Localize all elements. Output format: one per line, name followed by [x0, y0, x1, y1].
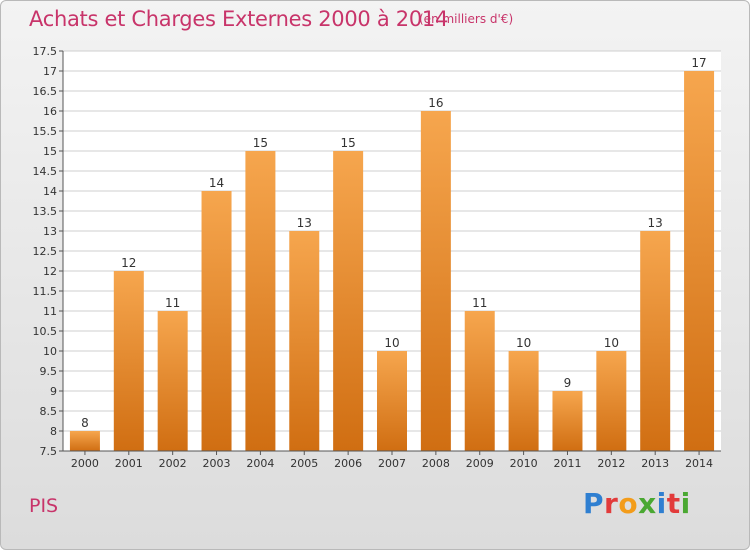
data-label: 10	[604, 336, 619, 350]
brand-letter: i	[656, 487, 667, 520]
data-label: 11	[165, 296, 180, 310]
y-tick-label: 8.5	[40, 405, 58, 418]
y-tick-label: 13.5	[33, 205, 58, 218]
brand-letter: i	[680, 487, 691, 520]
bar-2003	[201, 191, 232, 451]
bar-2000	[69, 431, 100, 451]
y-tick-label: 8	[50, 425, 57, 438]
brand-letter: x	[638, 487, 657, 520]
bar-2008	[420, 111, 451, 451]
y-tick-label: 17.5	[33, 45, 58, 58]
data-label: 12	[121, 256, 136, 270]
bar-2007	[377, 351, 407, 451]
bar-2011	[552, 391, 583, 451]
data-label: 10	[384, 336, 399, 350]
place-name: PIS	[29, 495, 59, 517]
y-tick-label: 11.5	[33, 285, 58, 298]
x-tick-label: 2011	[553, 457, 581, 470]
bar-2005	[289, 231, 320, 451]
y-tick-label: 9.5	[40, 365, 58, 378]
bars: 8 12 11 14 15 13 15 10 16 11 10 9 10 13 17	[69, 56, 715, 451]
data-label: 14	[209, 176, 224, 190]
y-tick-label: 10.5	[33, 325, 58, 338]
data-label: 10	[516, 336, 531, 350]
data-label: 8	[81, 416, 89, 430]
x-tick-label: 2001	[115, 457, 143, 470]
brand-letter: o	[618, 487, 639, 520]
bar-2002	[157, 311, 188, 451]
x-tick-label: 2003	[203, 457, 231, 470]
x-tick-label: 2007	[378, 457, 406, 470]
y-tick-label: 9	[50, 385, 57, 398]
chart-subtitle: (en milliers d'€)	[419, 12, 514, 26]
bar-2009	[464, 311, 495, 451]
x-axis-ticks: 2000 2001 2002 2003 2004 2005 2006 2007 2008 2009…	[71, 451, 713, 470]
x-tick-label: 2013	[641, 457, 669, 470]
bar-2014	[684, 71, 715, 451]
y-tick-label: 15	[43, 145, 57, 158]
y-tick-label: 15.5	[33, 125, 58, 138]
bar-2012	[596, 351, 627, 451]
brand-letter: t	[666, 487, 681, 520]
data-label: 15	[340, 136, 355, 150]
y-tick-label: 10	[43, 345, 57, 358]
y-tick-label: 16.5	[33, 85, 58, 98]
brand-logo: Proxiti	[583, 487, 691, 520]
y-tick-label: 7.5	[40, 445, 58, 458]
bar-2010	[508, 351, 539, 451]
bar-2006	[333, 151, 364, 451]
data-label: 17	[691, 56, 706, 70]
x-tick-label: 2008	[422, 457, 450, 470]
x-tick-label: 2005	[290, 457, 318, 470]
y-tick-label: 12	[43, 265, 57, 278]
data-label: 11	[472, 296, 487, 310]
data-label: 16	[428, 96, 443, 110]
x-tick-label: 2000	[71, 457, 99, 470]
x-tick-label: 2009	[466, 457, 494, 470]
y-tick-label: 17	[43, 65, 57, 78]
x-tick-label: 2014	[685, 457, 713, 470]
bar-2013	[640, 231, 671, 451]
y-tick-label: 16	[43, 105, 57, 118]
bar-2001	[113, 271, 144, 451]
data-label: 13	[648, 216, 663, 230]
y-tick-label: 14	[43, 185, 57, 198]
data-label: 13	[297, 216, 312, 230]
x-tick-label: 2012	[597, 457, 625, 470]
y-axis-ticks: 7.5 8 8.5 9 9.5 10 10.5 11 11.5 12 12.5 13 13.5 14 14.…	[33, 45, 63, 458]
y-tick-label: 11	[43, 305, 57, 318]
chart-title: Achats et Charges Externes 2000 à 2014	[29, 7, 449, 31]
y-tick-label: 12.5	[33, 245, 58, 258]
bar-2004	[245, 151, 276, 451]
x-tick-label: 2004	[246, 457, 274, 470]
brand-letter: r	[604, 487, 619, 520]
y-tick-label: 13	[43, 225, 57, 238]
x-tick-label: 2006	[334, 457, 362, 470]
brand-letter: P	[583, 487, 605, 520]
x-tick-label: 2010	[510, 457, 538, 470]
x-tick-label: 2002	[159, 457, 187, 470]
data-label: 15	[253, 136, 268, 150]
data-label: 9	[564, 376, 572, 390]
y-tick-label: 14.5	[33, 165, 58, 178]
